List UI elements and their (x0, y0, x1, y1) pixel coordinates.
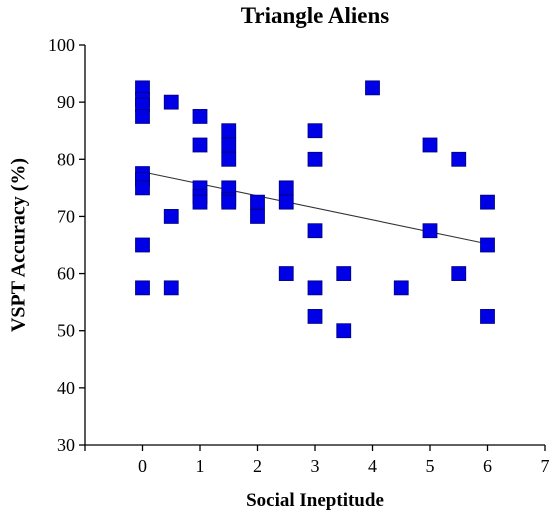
x-tick-label: 1 (196, 456, 205, 476)
data-point (393, 280, 409, 296)
data-point (307, 280, 323, 296)
data-point (250, 194, 265, 210)
data-point (307, 151, 323, 167)
chart-title: Triangle Aliens (240, 3, 390, 28)
y-tick-label: 40 (57, 378, 75, 398)
x-tick-label: 7 (541, 456, 550, 476)
data-point (221, 123, 237, 139)
y-tick-label: 100 (48, 35, 75, 55)
data-point (221, 137, 237, 153)
x-axis-label: Social Ineptitude (246, 490, 384, 511)
y-tick-label: 30 (57, 435, 75, 455)
data-point (192, 194, 208, 210)
data-point (336, 266, 352, 281)
data-point (451, 151, 467, 167)
data-point (135, 280, 150, 296)
x-tick-label: 2 (253, 456, 262, 476)
data-point (422, 223, 438, 239)
y-tick-label: 80 (57, 149, 75, 169)
data-point (135, 109, 150, 124)
data-point (221, 194, 237, 210)
data-point (250, 209, 265, 224)
y-tick-label: 50 (57, 321, 75, 341)
x-tick-label: 3 (311, 456, 320, 476)
data-point (278, 266, 294, 281)
x-tick-label: 5 (426, 456, 435, 476)
y-tick-label: 90 (57, 92, 75, 112)
data-point (307, 223, 323, 239)
data-point (163, 209, 179, 224)
x-tick-label: 4 (368, 456, 377, 476)
x-tick-label: 0 (138, 456, 147, 476)
y-tick-label: 60 (57, 264, 75, 284)
data-point (192, 109, 208, 124)
data-point (480, 309, 495, 324)
data-point (163, 94, 179, 110)
data-point (422, 137, 438, 153)
data-point (221, 151, 237, 167)
data-point (365, 80, 380, 96)
data-point (135, 180, 150, 196)
x-tick-label: 6 (483, 456, 492, 476)
data-point (192, 137, 208, 153)
data-point (480, 237, 495, 253)
data-point (135, 237, 150, 253)
data-point (163, 280, 179, 296)
data-point (307, 123, 323, 139)
data-point (278, 180, 294, 196)
data-point (451, 266, 467, 281)
data-point (480, 194, 495, 210)
y-tick-label: 70 (57, 206, 75, 226)
data-point (307, 309, 323, 324)
data-point (278, 194, 294, 210)
data-point (336, 323, 352, 339)
